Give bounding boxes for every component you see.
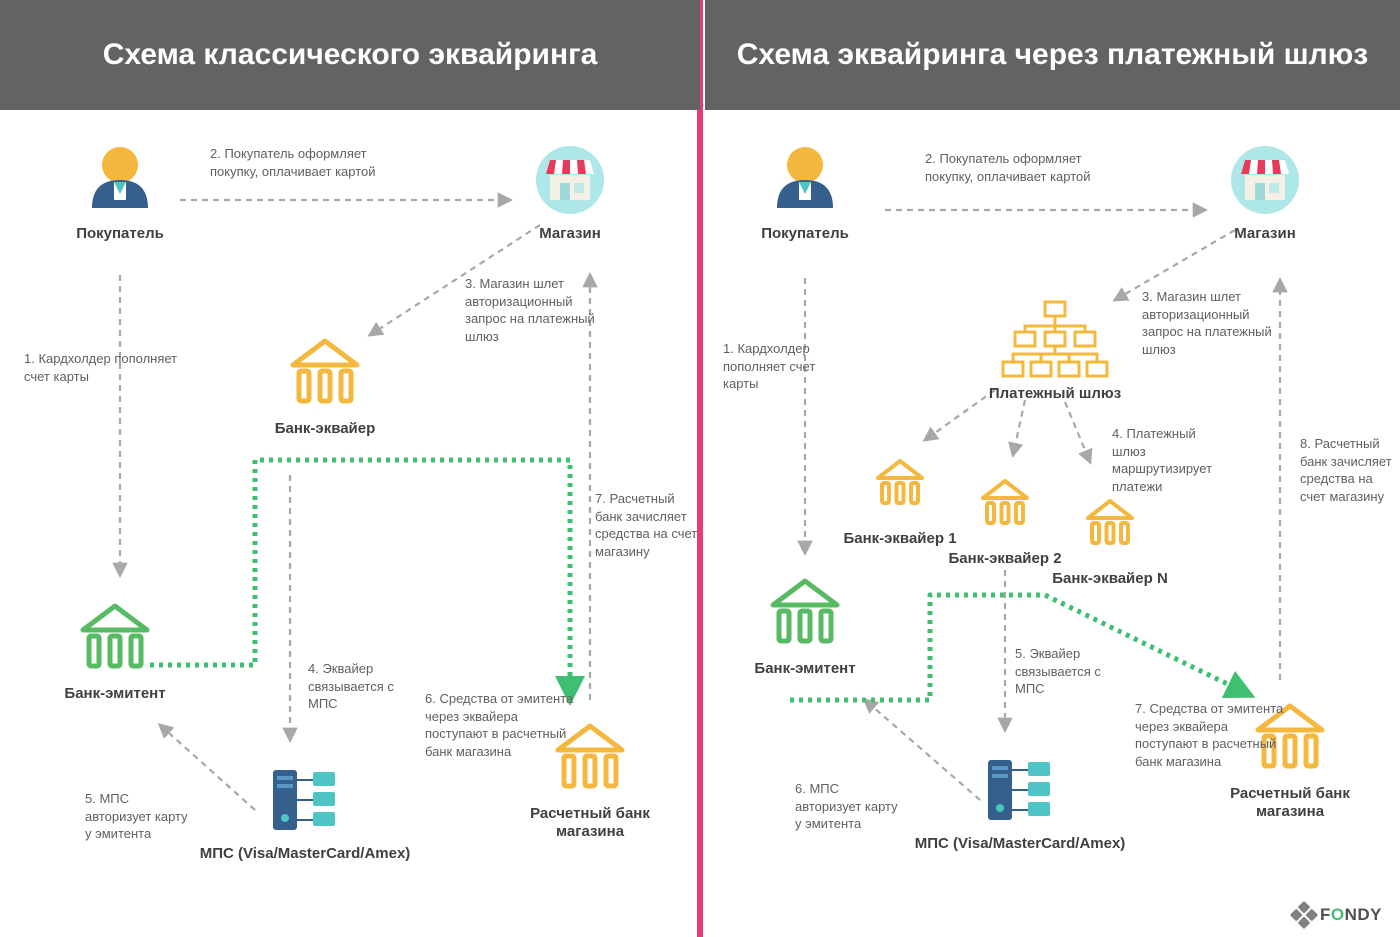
caption-c3: 3. Магазин шлет авторизационный запрос н… [1142, 288, 1282, 358]
caption-c5: 5. МПС авторизует карту у эмитента [85, 790, 195, 843]
node-label: Платежный шлюз [989, 385, 1121, 402]
caption-c1: 1. Кардхолдер пополняет счет карты [24, 350, 194, 385]
bank-g-icon [83, 606, 147, 666]
caption-c7: 7. Средства от эмитента через эквайера п… [1135, 700, 1290, 770]
node-ips: МПС (Visa/MasterCard/Amex) [200, 770, 411, 862]
caption-c4: 4. Эквайер связывается с МПС [308, 660, 418, 713]
node-buyer: Покупатель [76, 147, 164, 242]
node-label: Банк-эмитент [64, 685, 165, 702]
node-label: Банк-эквайер 2 [948, 550, 1061, 567]
brand-icon [1290, 901, 1318, 929]
brand-text: FONDY [1320, 905, 1382, 925]
caption-c5: 5. Эквайер связывается с МПС [1015, 645, 1125, 698]
caption-c7: 7. Расчетный банк зачисляет средства на … [595, 490, 700, 560]
node-ips: МПС (Visa/MasterCard/Amex) [915, 760, 1126, 852]
caption-c6: 6. МПС авторизует карту у эмитента [795, 780, 905, 833]
node-acq: Банк-эквайер [275, 341, 376, 437]
node-issuer: Банк-эмитент [754, 581, 855, 677]
node-label: Магазин [1234, 225, 1296, 242]
person-icon [92, 147, 148, 208]
node-acqN: Банк-эквайер N [1052, 501, 1168, 587]
node-label: Банк-эмитент [754, 660, 855, 677]
bank-y-sm-icon [878, 461, 922, 503]
left-title: Схема классического эквайринга [0, 0, 700, 110]
caption-c1: 1. Кардхолдер пополняет счет карты [723, 340, 823, 393]
shop-icon [1231, 146, 1299, 214]
bank-y-sm-icon [983, 481, 1027, 523]
bank-y-sm-icon [1088, 501, 1132, 543]
node-label: Банк-эквайер [275, 420, 376, 437]
bank-g-icon [773, 581, 837, 641]
arrow [925, 390, 995, 440]
caption-c3: 3. Магазин шлет авторизационный запрос н… [465, 275, 595, 345]
node-shop: Магазин [536, 146, 604, 242]
node-label: МПС (Visa/MasterCard/Amex) [915, 835, 1126, 852]
server-icon [273, 770, 335, 830]
brand-logo: FONDY [1294, 905, 1382, 925]
node-buyer: Покупатель [761, 147, 849, 242]
node-shop: Магазин [1231, 146, 1299, 242]
caption-c4: 4. Платежный шлюз маршрутизирует платежи [1112, 425, 1232, 495]
node-acq2: Банк-эквайер 2 [948, 481, 1061, 567]
node-label: Банк-эквайер N [1052, 570, 1168, 587]
node-label: МПС (Visa/MasterCard/Amex) [200, 845, 411, 862]
tree-icon [1003, 302, 1107, 376]
node-label: Магазин [539, 225, 601, 242]
person-icon [777, 147, 833, 208]
caption-c2: 2. Покупатель оформляет покупку, оплачив… [925, 150, 1125, 185]
node-label: Покупатель [761, 225, 849, 242]
server-icon [988, 760, 1050, 820]
right-title: Схема эквайринга через платежный шлюз [705, 0, 1400, 110]
arrow [1065, 402, 1090, 462]
shop-icon [536, 146, 604, 214]
node-label: Банк-эквайер 1 [843, 530, 956, 547]
caption-c2: 2. Покупатель оформляет покупку, оплачив… [210, 145, 380, 180]
node-acq1: Банк-эквайер 1 [843, 461, 956, 547]
arrow [1013, 400, 1025, 455]
node-label: Расчетный банкмагазина [1230, 785, 1350, 820]
node-label: Покупатель [76, 225, 164, 242]
node-issuer: Банк-эмитент [64, 606, 165, 702]
caption-c6: 6. Средства от эмитента через эквайера п… [425, 690, 575, 760]
caption-c8: 8. Расчетный банк зачисляет средства на … [1300, 435, 1400, 505]
right-panel: Схема эквайринга через платежный шлюз По… [705, 0, 1400, 937]
left-panel: Схема классического эквайринга Покупател… [0, 0, 700, 937]
node-label: Расчетный банкмагазина [530, 805, 650, 840]
node-gateway: Платежный шлюз [989, 302, 1121, 402]
bank-y-icon [293, 341, 357, 401]
